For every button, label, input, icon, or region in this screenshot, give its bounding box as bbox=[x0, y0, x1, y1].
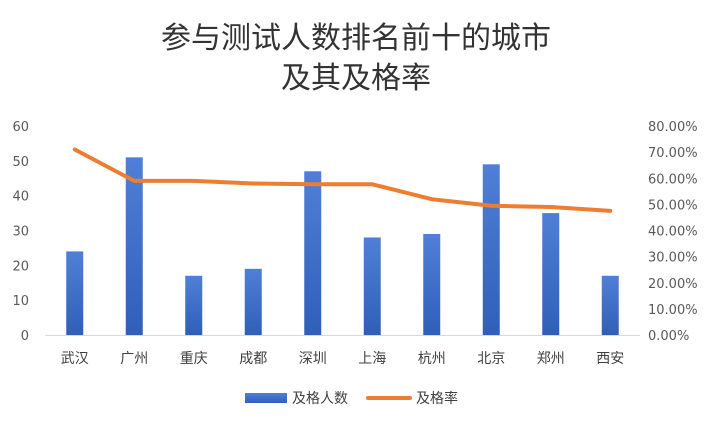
bar bbox=[423, 233, 441, 335]
chart-title-line-2: 及其及格率 bbox=[281, 61, 431, 96]
left-tick-label: 30 bbox=[12, 225, 29, 240]
right-tick-label: 50.00% bbox=[648, 198, 698, 213]
right-tick-label: 30.00% bbox=[648, 251, 698, 266]
legend-label-line: 及格率 bbox=[416, 390, 458, 407]
category-label: 深圳 bbox=[299, 351, 327, 367]
chart-title-line-1: 参与测试人数排名前十的城市 bbox=[161, 21, 551, 56]
bar bbox=[125, 157, 143, 335]
category-label: 重庆 bbox=[180, 351, 208, 367]
bar bbox=[542, 213, 560, 335]
bar bbox=[185, 275, 203, 335]
right-tick-label: 0.00% bbox=[648, 329, 689, 344]
category-label: 广州 bbox=[120, 351, 148, 367]
category-label: 成都 bbox=[239, 351, 267, 367]
bar bbox=[363, 237, 381, 335]
category-label: 北京 bbox=[477, 351, 505, 367]
bar bbox=[66, 251, 84, 335]
left-tick-label: 50 bbox=[12, 155, 29, 170]
bar bbox=[304, 171, 322, 335]
left-tick-label: 0 bbox=[21, 329, 29, 344]
category-label: 郑州 bbox=[537, 351, 565, 367]
left-tick-label: 10 bbox=[12, 294, 29, 309]
left-tick-label: 40 bbox=[12, 190, 29, 205]
category-label: 上海 bbox=[358, 351, 386, 367]
right-tick-label: 10.00% bbox=[648, 303, 698, 318]
right-axis: 0.00% 10.00% 20.00% 30.00% 40.00% 50.00% 60.00… bbox=[648, 120, 698, 344]
bar bbox=[482, 164, 500, 335]
right-tick-label: 70.00% bbox=[648, 146, 698, 161]
right-tick-label: 40.00% bbox=[648, 225, 698, 240]
category-label: 西安 bbox=[596, 351, 624, 367]
pass-rate-line bbox=[72, 147, 613, 213]
legend-swatch-bar bbox=[245, 393, 287, 403]
category-label: 杭州 bbox=[418, 351, 446, 367]
legend-label-bar: 及格人数 bbox=[292, 391, 348, 407]
right-tick-label: 80.00% bbox=[648, 120, 698, 135]
category-label: 武汉 bbox=[61, 351, 89, 367]
left-tick-label: 20 bbox=[12, 259, 29, 274]
legend: 及格人数 及格率 bbox=[245, 390, 458, 407]
left-tick-label: 60 bbox=[12, 120, 29, 135]
bar bbox=[601, 275, 619, 335]
category-axis: 武汉 广州 重庆 成都 深圳 上海 杭州 北京 郑州 西安 bbox=[61, 351, 625, 367]
right-tick-label: 60.00% bbox=[648, 172, 698, 187]
bar bbox=[244, 268, 262, 335]
left-axis: 0 10 20 30 40 50 60 bbox=[12, 120, 29, 344]
right-tick-label: 20.00% bbox=[648, 277, 698, 292]
line-series bbox=[72, 147, 613, 213]
